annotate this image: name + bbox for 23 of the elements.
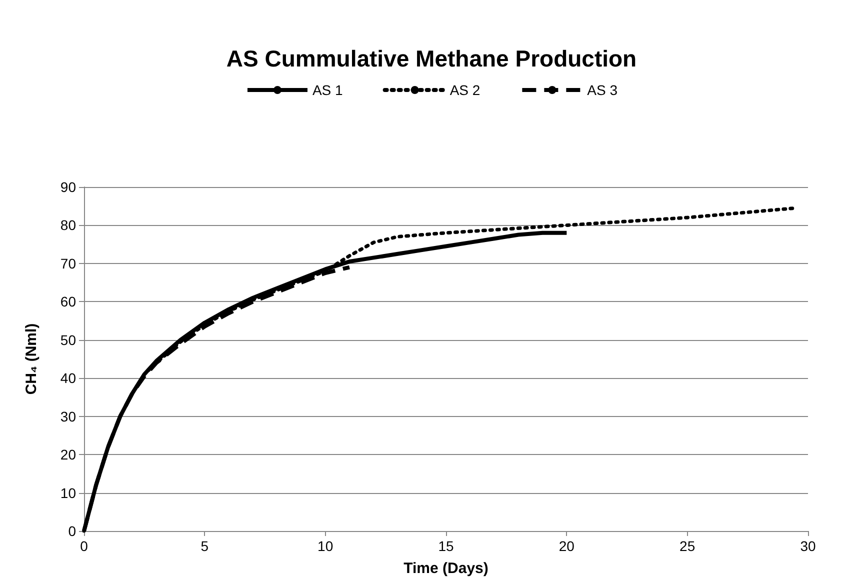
- x-tick-label: 30: [800, 538, 816, 554]
- legend-label: AS 2: [450, 82, 480, 98]
- x-axis-title: Time (Days): [404, 560, 488, 577]
- y-tick-label: 90: [60, 179, 76, 195]
- y-tick-label: 0: [68, 523, 76, 539]
- x-tick-label: 0: [80, 538, 88, 554]
- y-tick-label: 10: [60, 484, 76, 501]
- y-tick-label: 60: [60, 294, 76, 310]
- legend-label: AS 3: [587, 82, 618, 98]
- x-tick-label: 15: [438, 538, 454, 554]
- legend-label: AS 1: [312, 82, 344, 98]
- y-tick-label: 30: [60, 408, 76, 424]
- y-tick-label: 20: [60, 446, 76, 463]
- y-tick-label: 40: [60, 370, 76, 386]
- x-tick-label: 25: [680, 538, 696, 554]
- y-tick-label: 70: [60, 255, 76, 272]
- chart-title: AS Cummulative Methane Production: [226, 46, 637, 72]
- y-tick-label: 80: [60, 217, 76, 234]
- x-tick-label: 20: [558, 538, 575, 554]
- y-tick-label: 50: [60, 332, 76, 348]
- y-axis-title: CH₄ (Nml): [23, 323, 40, 395]
- x-tick-label: 5: [200, 538, 209, 554]
- x-tick-label: 10: [318, 538, 334, 554]
